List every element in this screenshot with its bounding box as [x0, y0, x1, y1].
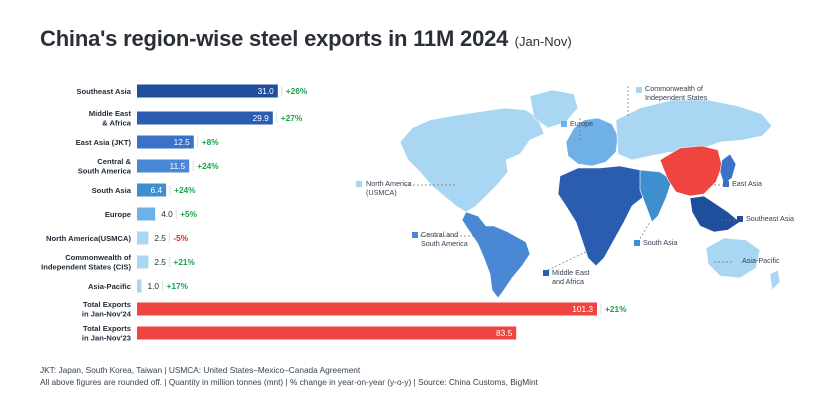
bar-europe	[137, 207, 156, 221]
category-label-central-south-america: Central & South America	[78, 157, 132, 175]
title-main: China's region-wise steel exports in 11M…	[40, 26, 509, 51]
footnote-abbreviations: JKT: Japan, South Korea, Taiwan | USMCA:…	[40, 365, 361, 375]
bar-total-exports-in-jan-nov-24	[137, 302, 597, 316]
map-region-greenland	[529, 89, 579, 129]
map-label-north-america: North America (USMCA)	[366, 179, 412, 197]
map-region-north-america	[399, 107, 545, 213]
map-region-china	[659, 145, 723, 197]
legend-swatch-middle-east-africa	[543, 270, 549, 276]
change-label-southeast-asia: +26%	[286, 86, 308, 96]
map-region-central-south-america	[461, 211, 531, 299]
bar-southeast-asia	[137, 84, 278, 98]
legend-swatch-asia-pacific	[733, 258, 739, 264]
map-label-southeast-asia: Southeast Asia	[746, 214, 794, 223]
map-region-new-zealand	[769, 269, 781, 291]
change-label-total-exports-in-jan-nov-24: +21%	[605, 304, 627, 314]
map-region-middle-east-africa	[557, 165, 651, 267]
legend-swatch-north-america	[356, 181, 362, 187]
map-region-south-asia	[639, 169, 673, 223]
bar-commonwealth-of-independent-states-cis	[137, 255, 149, 269]
footnote-source: All above figures are rounded off. | Qua…	[40, 377, 538, 387]
value-label-southeast-asia: 31.0	[258, 86, 275, 96]
category-label-east-asia-jkt: East Asia (JKT)	[76, 138, 132, 147]
category-label-north-america-usmca: North America(USMCA)	[46, 234, 131, 243]
category-label-total-exports-in-jan-nov-24: Total Exports in Jan-Nov'24	[82, 300, 132, 318]
map-region-east-asia	[719, 153, 737, 185]
map-label-middle-east-africa: Middle East and Africa	[552, 268, 590, 286]
title-subtitle: (Jan-Nov)	[514, 34, 572, 49]
legend-swatch-cis	[636, 87, 642, 93]
value-label-south-asia: 6.4	[151, 185, 163, 195]
category-label-southeast-asia: Southeast Asia	[76, 87, 131, 96]
map-label-south-asia: South Asia	[643, 238, 677, 247]
value-label-commonwealth-of-independent-states-cis: 2.5	[154, 257, 166, 267]
legend-swatch-central-south-america	[412, 232, 418, 238]
category-label-commonwealth-of-independent-states-cis: Commonwealth of Independent States (CIS)	[41, 253, 131, 271]
map-label-east-asia: East Asia	[732, 179, 762, 188]
map-region-europe	[565, 117, 619, 167]
value-label-total-exports-in-jan-nov-24: 101.3	[572, 304, 593, 314]
value-label-north-america-usmca: 2.5	[154, 233, 166, 243]
change-label-north-america-usmca: -5%	[173, 233, 188, 243]
change-label-commonwealth-of-independent-states-cis: +21%	[173, 257, 195, 267]
value-label-east-asia-jkt: 12.5	[174, 137, 191, 147]
change-label-central-south-america: +24%	[197, 161, 219, 171]
bar-east-asia-jkt	[137, 135, 194, 149]
value-label-total-exports-in-jan-nov-23: 83.5	[496, 328, 513, 338]
bar-south-asia	[137, 183, 167, 197]
bar-north-america-usmca	[137, 231, 149, 245]
change-label-middle-east-africa: +27%	[281, 113, 303, 123]
chart-title: China's region-wise steel exports in 11M…	[40, 26, 572, 52]
change-label-south-asia: +24%	[174, 185, 196, 195]
category-label-south-asia: South Asia	[92, 186, 132, 195]
value-label-central-south-america: 11.5	[170, 161, 186, 171]
legend-swatch-south-asia	[634, 240, 640, 246]
legend-swatch-east-asia	[723, 181, 729, 187]
bar-asia-pacific	[137, 279, 142, 293]
map-label-central-south-america: Central and South America	[421, 230, 468, 248]
legend-swatch-southeast-asia	[737, 216, 743, 222]
legend-swatch-europe	[561, 121, 567, 127]
bar-central-south-america	[137, 159, 190, 173]
category-label-asia-pacific: Asia-Pacific	[88, 282, 131, 291]
value-label-europe: 4.0	[161, 209, 173, 219]
category-label-middle-east-africa: Middle East & Africa	[89, 109, 132, 127]
value-label-asia-pacific: 1.0	[148, 281, 160, 291]
change-label-east-asia-jkt: +8%	[202, 137, 219, 147]
map-region-cis	[615, 99, 773, 161]
bar-total-exports-in-jan-nov-23	[137, 326, 517, 340]
map-label-cis: Commonwealth of Independent States	[645, 84, 708, 102]
change-label-asia-pacific: +17%	[167, 281, 189, 291]
category-label-europe: Europe	[105, 210, 131, 219]
footnotes: JKT: Japan, South Korea, Taiwan | USMCA:…	[40, 364, 538, 388]
category-label-total-exports-in-jan-nov-23: Total Exports in Jan-Nov'23	[82, 324, 131, 342]
map-region-southeast-asia	[689, 195, 741, 233]
change-label-europe: +5%	[180, 209, 197, 219]
map-label-asia-pacific: Asia-Pacific	[742, 256, 780, 265]
bar-middle-east-africa	[137, 111, 273, 125]
value-label-middle-east-africa: 29.9	[253, 113, 270, 123]
map-label-europe: Europe	[570, 119, 593, 128]
